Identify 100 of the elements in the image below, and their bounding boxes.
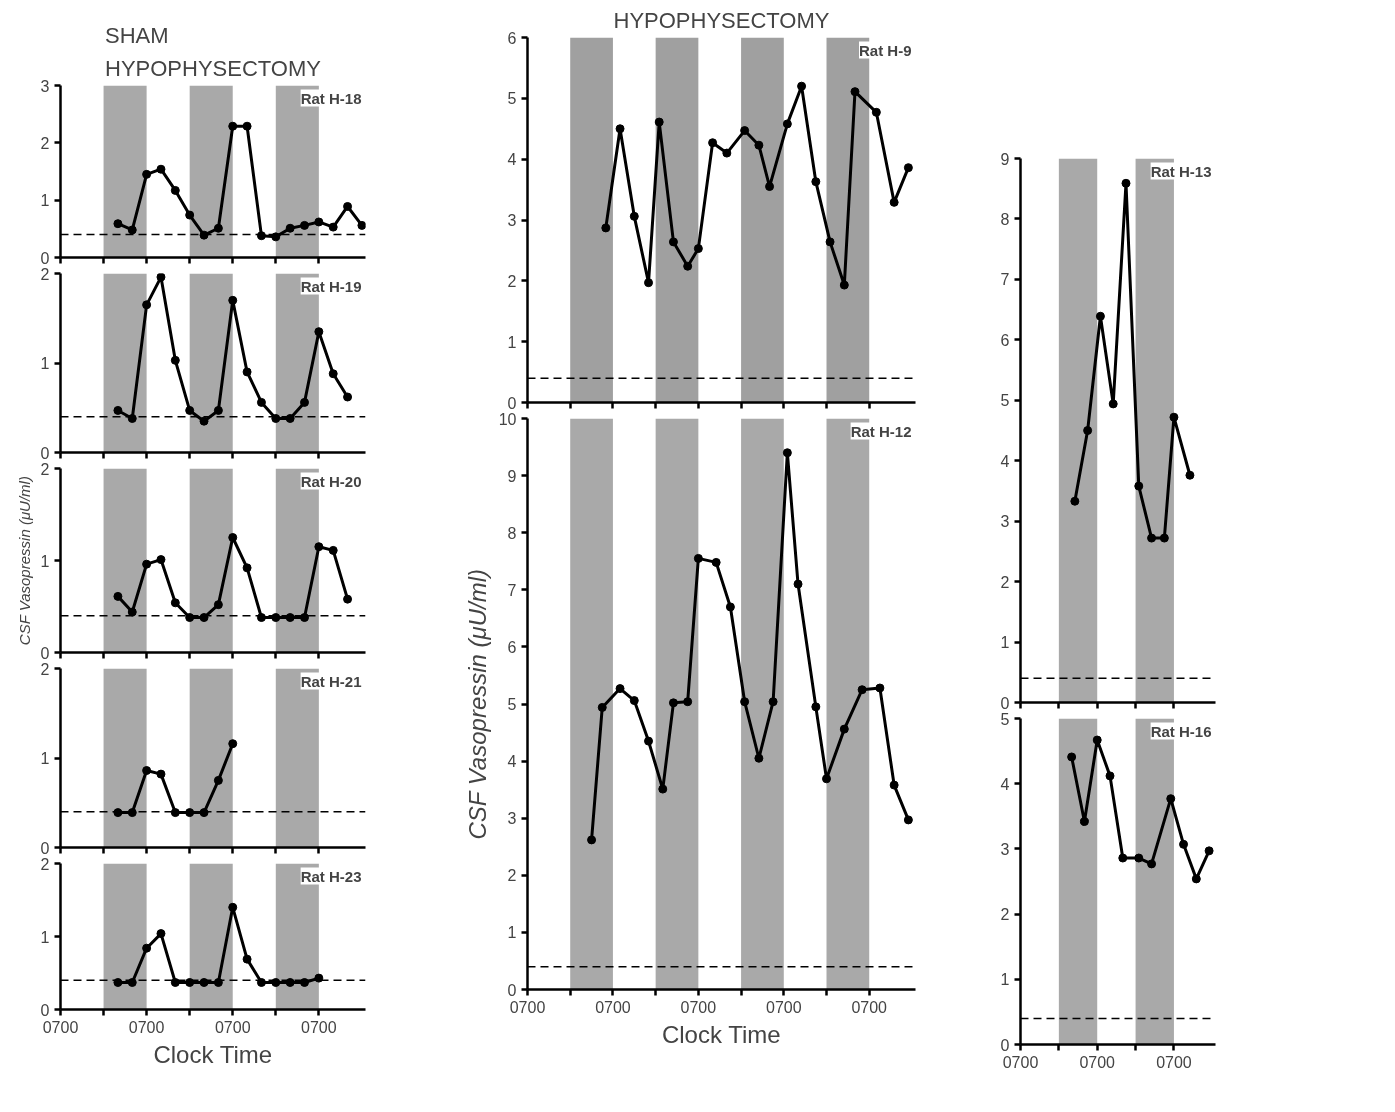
- point: [343, 594, 353, 604]
- y-tick-label: 3: [40, 77, 50, 95]
- y-tick-label: 9: [507, 467, 517, 485]
- point: [213, 223, 223, 233]
- x-tick-label: 0700: [42, 1018, 79, 1036]
- y-tick-label: 5: [1000, 392, 1010, 410]
- point: [142, 300, 152, 310]
- x-tick-label: 0700: [595, 998, 631, 1016]
- x-tick-label: 0700: [509, 998, 546, 1016]
- x-tick-label: 0700: [680, 998, 717, 1016]
- x-tick-label: 0700: [766, 998, 802, 1016]
- point: [1095, 311, 1105, 321]
- point: [199, 808, 209, 818]
- point: [1147, 533, 1157, 543]
- point: [1147, 859, 1157, 869]
- point: [228, 121, 238, 131]
- point: [185, 978, 195, 987]
- point: [1134, 481, 1144, 491]
- y-tick-label: 1: [507, 333, 517, 351]
- y-tick-label: 0: [507, 394, 517, 412]
- y-tick-label: 4: [1000, 775, 1010, 793]
- point: [1118, 853, 1128, 863]
- x-tick-label: 0700: [1156, 1053, 1192, 1071]
- point: [113, 978, 123, 987]
- y-tick-label: 3: [507, 212, 517, 229]
- point: [328, 222, 338, 232]
- point: [113, 808, 123, 818]
- point: [328, 545, 338, 555]
- point: [1121, 178, 1131, 188]
- y-tick-label: 1: [507, 924, 517, 942]
- y-tick-label: 2: [40, 460, 50, 478]
- x-axis-title: Clock Time: [153, 1040, 273, 1068]
- point: [228, 533, 238, 542]
- point: [185, 210, 195, 220]
- chart-title: SHAM HYPOPHYSECTOMY: [105, 23, 322, 81]
- point: [242, 954, 252, 964]
- annotation: Rat H-21: [300, 672, 362, 690]
- chart-title: HYPOPHYSECTOMY: [613, 7, 830, 33]
- point: [228, 739, 238, 749]
- x-tick-label: 0700: [214, 1018, 251, 1036]
- annotation: Rat H-12: [850, 422, 912, 440]
- point: [142, 943, 152, 953]
- y-tick-label: 5: [507, 90, 517, 108]
- x-axis-title: Clock Time: [661, 1020, 781, 1048]
- point: [185, 808, 195, 818]
- point: [113, 405, 123, 415]
- y-tick-label: 0: [507, 981, 517, 999]
- y-tick-label: 2: [507, 272, 517, 290]
- point: [170, 185, 180, 195]
- point: [314, 217, 324, 227]
- point: [314, 973, 324, 983]
- y-tick-label: 10: [498, 410, 517, 428]
- x-tick-label: 0700: [1079, 1053, 1116, 1071]
- point: [185, 405, 195, 415]
- y-tick-label: 0: [40, 1001, 50, 1019]
- y-tick-label: 5: [507, 696, 517, 713]
- point: [199, 978, 209, 987]
- point: [328, 369, 338, 379]
- y-tick-label: 8: [1000, 210, 1010, 228]
- point: [300, 220, 309, 230]
- point: [1204, 846, 1214, 856]
- point: [1134, 853, 1144, 863]
- annotation: Rat H-13: [1150, 162, 1212, 180]
- point: [300, 978, 309, 987]
- point: [156, 164, 166, 174]
- annotation: Rat H-20: [300, 472, 362, 490]
- point: [170, 978, 180, 987]
- point: [127, 225, 137, 235]
- point: [156, 769, 166, 779]
- y-tick-label: 1: [40, 355, 50, 372]
- point: [213, 600, 223, 610]
- point: [242, 563, 252, 573]
- y-tick-label: 8: [507, 524, 517, 542]
- point: [1070, 496, 1080, 506]
- point: [1185, 470, 1195, 480]
- point: [113, 591, 123, 601]
- point: [271, 232, 281, 242]
- point: [1108, 399, 1118, 409]
- point: [156, 555, 166, 565]
- point: [185, 613, 195, 623]
- point: [343, 201, 353, 211]
- y-tick-label: 0: [40, 249, 50, 267]
- x-tick-label: 0700: [1002, 1053, 1039, 1071]
- point: [142, 559, 152, 569]
- point: [285, 414, 295, 423]
- point: [343, 392, 353, 402]
- point: [142, 766, 152, 776]
- point: [127, 607, 137, 617]
- y-tick-label: 2: [1000, 906, 1010, 924]
- y-tick-label: 0: [40, 644, 50, 662]
- point: [213, 405, 223, 415]
- point: [256, 613, 266, 623]
- point: [213, 775, 223, 785]
- y-tick-label: 1: [40, 552, 50, 570]
- point: [199, 230, 209, 240]
- y-axis-title: CSF Vasopressin (μU/ml): [463, 568, 491, 840]
- x-tick-label: 0700: [301, 1018, 337, 1036]
- y-tick-label: 0: [40, 444, 50, 462]
- point: [1092, 735, 1102, 745]
- point: [127, 414, 137, 423]
